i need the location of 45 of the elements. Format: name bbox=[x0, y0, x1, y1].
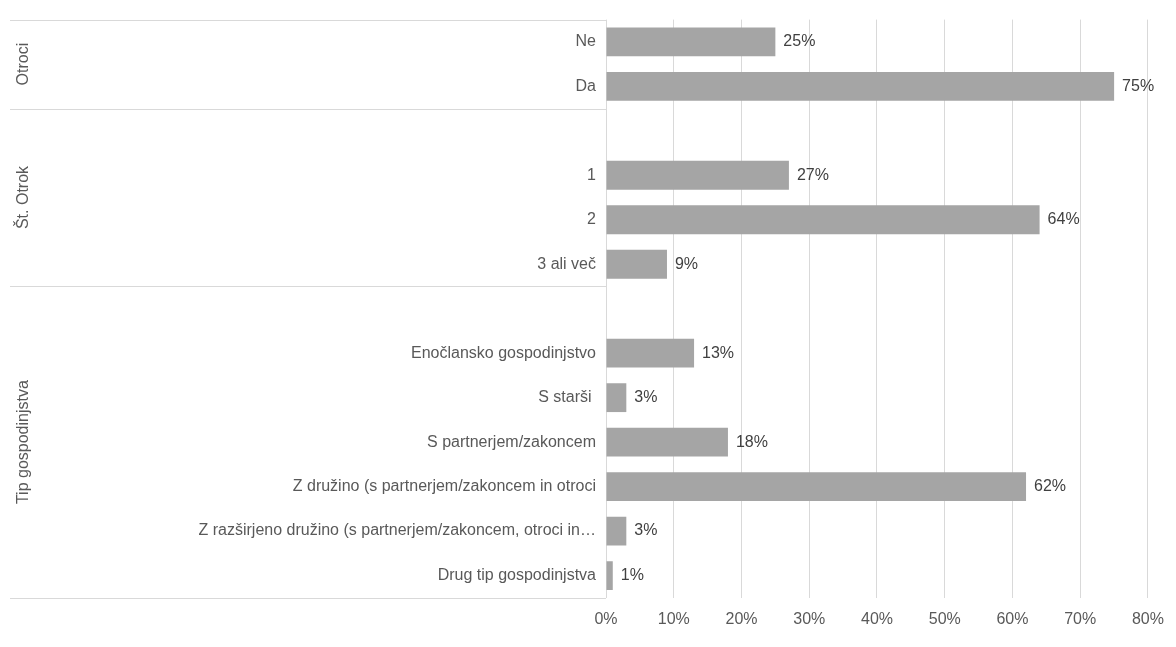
bar bbox=[606, 27, 776, 57]
data-label: 1% bbox=[620, 565, 644, 583]
data-label: 3% bbox=[634, 388, 658, 406]
bar bbox=[606, 383, 627, 413]
x-tick-label: 80% bbox=[1131, 609, 1164, 627]
text: Otroci bbox=[14, 42, 32, 86]
x-tick-label: 0% bbox=[594, 609, 618, 627]
y-tick-label: 3 ali več bbox=[537, 254, 596, 272]
x-tick-label: 10% bbox=[657, 609, 690, 627]
x-tick-label: 40% bbox=[860, 609, 894, 627]
y-tick-label: Da bbox=[575, 76, 597, 94]
y-tick-label: Z razširjeno družino (s partnerjem/zakoncem, otroci in… bbox=[198, 521, 596, 539]
x-tick-label: 60% bbox=[996, 609, 1029, 627]
bar bbox=[606, 205, 1040, 235]
x-tick-label: 30% bbox=[793, 609, 826, 627]
y-tick-label: S starši bbox=[538, 388, 596, 406]
data-label: 27% bbox=[796, 165, 829, 183]
data-label: 75% bbox=[1122, 76, 1155, 94]
data-label: 9% bbox=[674, 254, 699, 272]
text: Tip gospodinjstva bbox=[14, 380, 32, 505]
y-tick-label: S partnerjem/zakoncem bbox=[427, 432, 596, 450]
x-tick-label: 20% bbox=[725, 609, 758, 627]
bar bbox=[606, 338, 695, 368]
bar bbox=[606, 71, 1115, 101]
data-label: 18% bbox=[735, 432, 768, 450]
bar bbox=[606, 427, 728, 457]
y-tick-label: Ne bbox=[575, 32, 597, 50]
x-tick-label: 50% bbox=[928, 609, 961, 627]
y-tick-label: 1 bbox=[587, 165, 597, 183]
data-label: 62% bbox=[1034, 477, 1067, 495]
y-tick-label: 2 bbox=[587, 210, 597, 228]
bar bbox=[606, 249, 667, 279]
y-tick-label: Drug tip gospodinjstva bbox=[437, 565, 597, 583]
data-label: 13% bbox=[702, 343, 735, 361]
bar bbox=[606, 472, 1027, 502]
data-label: 25% bbox=[783, 32, 816, 50]
bar bbox=[606, 561, 613, 590]
data-label: 3% bbox=[634, 521, 658, 539]
bar bbox=[606, 516, 627, 546]
data-label: 64% bbox=[1047, 210, 1080, 228]
bar bbox=[606, 160, 789, 190]
x-tick-label: 70% bbox=[1064, 609, 1097, 627]
text: Št. Otrok bbox=[13, 164, 32, 230]
y-tick-label: Z družino (s partnerjem/zakoncem in otroci bbox=[292, 477, 596, 495]
y-tick-label: Enočlansko gospodinjstvo bbox=[410, 343, 597, 361]
